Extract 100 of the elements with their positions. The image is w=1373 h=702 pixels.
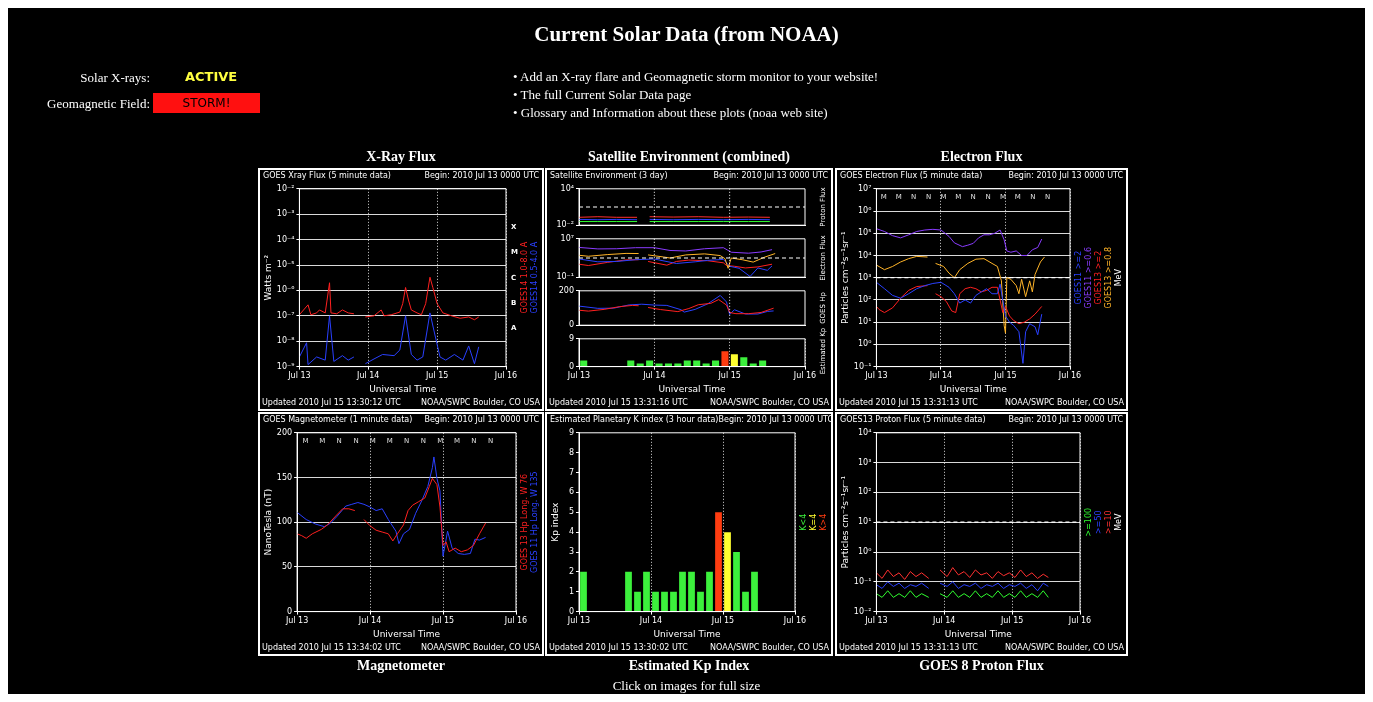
- x-tick-label: Jul 16: [493, 371, 518, 381]
- text: NOAA/SWPC Boulder, CO USA: [710, 642, 829, 654]
- x-axis-title: Universal Time: [658, 383, 726, 394]
- chart-title: Satellite Environment (3 day): [550, 170, 668, 182]
- x-tick-label: Jul 16: [792, 371, 817, 381]
- y-tick-label: 10⁴: [858, 427, 872, 437]
- y-tick-label: 10²: [858, 487, 872, 497]
- text: Begin: 2010 Jul 13 0000 UTC: [713, 170, 828, 182]
- x-tick-label: Jul 15: [710, 616, 735, 626]
- y-tick-label: 9: [568, 333, 574, 343]
- x-tick-label: Jul 15: [424, 371, 449, 381]
- text: NOAA/SWPC Boulder, CO USA: [421, 397, 540, 409]
- text: Magnetometer: [356, 658, 446, 674]
- text: GOES14 1.0-8.0 A: [520, 241, 530, 314]
- y-tick-label: 150: [276, 472, 293, 482]
- y-tick-label: 8: [568, 447, 574, 457]
- text: Updated 2010 Jul 15 13:30:02 UTC: [549, 642, 688, 654]
- y-tick-label: 1: [568, 586, 574, 596]
- text: STORM!: [153, 93, 260, 113]
- text: Updated 2010 Jul 15 13:34:02 UTC: [262, 642, 401, 654]
- text: Geomagnetic Field:: [46, 96, 150, 112]
- text: Updated 2010 Jul 15 13:31:13 UTC: [839, 642, 978, 654]
- text: Current Solar Data (from NOAA): [533, 22, 840, 47]
- x-tick-label: Jul 15: [993, 371, 1017, 381]
- text: >=100: [1084, 507, 1094, 537]
- text: Begin: 2010 Jul 13 0000 UTC: [1008, 170, 1123, 182]
- y-tick-label: 2: [568, 566, 574, 576]
- text: GOES13 >=2: [1094, 250, 1104, 305]
- x-tick-label: Jul 16: [503, 616, 528, 626]
- chart-title: GOES Electron Flux (5 minute data): [840, 170, 983, 182]
- text: Updated 2010 Jul 15 13:31:16 UTC: [549, 397, 688, 409]
- y-tick-label: 10⁷: [858, 183, 872, 193]
- y-tick-label: 10¹: [858, 317, 872, 327]
- x-tick-label: Jul 15: [717, 371, 741, 381]
- chart-subtitle: Satellite Environment (combined): [587, 149, 791, 165]
- legend-title: MeV: [1114, 513, 1124, 531]
- y-tick-label: 10⁰: [858, 547, 872, 557]
- y-axis-title: Particles cm⁻²s⁻¹sr⁻¹: [839, 475, 850, 569]
- y-tick-label: 10⁰: [858, 339, 872, 349]
- y-tick-label: 10⁷: [560, 233, 574, 243]
- chart-subtitle: X-Ray Flux: [365, 149, 437, 165]
- text: GOES13 >=0.8: [1104, 246, 1114, 309]
- x-tick-label: Jul 14: [642, 371, 666, 381]
- x-axis-title: Universal Time: [373, 628, 441, 639]
- text: K<4: [799, 513, 809, 531]
- x-tick-label: Jul 16: [1067, 616, 1092, 626]
- y-tick-label: 10⁻⁵: [276, 260, 295, 270]
- x-tick-label: Jul 16: [782, 616, 807, 626]
- text: Updated 2010 Jul 15 13:31:13 UTC: [839, 397, 978, 409]
- text: GOES11 >=0.6: [1084, 246, 1094, 309]
- text: GOES 13 Hp Long. W 76: [520, 473, 530, 571]
- y-tick-label: 10⁻¹: [853, 361, 872, 371]
- text: >=10: [1104, 510, 1114, 534]
- text: NOAA/SWPC Boulder, CO USA: [710, 397, 829, 409]
- text: • Glossary and Information about these plots (noaa web site): [513, 104, 829, 122]
- y-tick-label: 10⁻²: [853, 606, 872, 616]
- x-tick-label: Jul 14: [357, 616, 382, 626]
- y-tick-label: 10³: [858, 457, 872, 467]
- y-tick-label: 10⁻¹: [853, 576, 872, 586]
- text: GOES14 0.5-4.0 A: [530, 241, 540, 314]
- y-tick-label: 7: [568, 467, 574, 477]
- x-tick-label: Jul 13: [287, 371, 311, 381]
- text: • The full Current Solar Data page: [513, 86, 693, 104]
- y-tick-label: 0: [286, 606, 293, 616]
- y-tick-label: 10⁻⁸: [276, 336, 295, 346]
- y-tick-label: 10⁻⁶: [276, 285, 295, 295]
- y-axis-title: Watts m⁻²: [262, 254, 273, 301]
- text: NOAA/SWPC Boulder, CO USA: [421, 642, 540, 654]
- y-tick-label: 10⁴: [858, 250, 872, 260]
- text: NOAA/SWPC Boulder, CO USA: [1005, 397, 1124, 409]
- y-tick-label: 10⁻⁹: [276, 361, 295, 371]
- y-tick-label: 5: [568, 507, 574, 517]
- y-tick-label: 0: [568, 606, 574, 616]
- y-axis-title: Particles cm⁻²s⁻¹sr⁻¹: [839, 230, 850, 325]
- x-tick-label: Jul 14: [932, 616, 956, 626]
- chart-title: GOES Magnetometer (1 minute data): [263, 414, 413, 426]
- y-tick-label: 10³: [858, 272, 872, 282]
- text: K=4: [809, 513, 819, 531]
- chart-title: Estimated Planetary K index (3 hour data): [550, 414, 719, 426]
- x-tick-label: Jul 13: [566, 371, 591, 381]
- x-tick-label: Jul 14: [928, 371, 953, 381]
- y-axis-title: Kp index: [549, 501, 560, 542]
- x-axis-title: Universal Time: [369, 383, 437, 394]
- y-tick-label: 6: [568, 487, 574, 497]
- x-tick-label: Jul 13: [864, 616, 888, 626]
- y-tick-label: 0: [568, 320, 574, 330]
- y-tick-label: 10⁻⁴: [276, 234, 295, 244]
- chart-subtitle: Electron Flux: [939, 149, 1024, 165]
- y-tick-label: 200: [276, 427, 293, 437]
- text: GOES11 >=2: [1074, 250, 1084, 305]
- legend-title: MeV: [1114, 268, 1124, 287]
- y-tick-label: 4: [568, 527, 574, 537]
- y-tick-label: 200: [558, 285, 574, 295]
- y-tick-label: 0: [568, 361, 574, 371]
- text: Solar X-rays:: [79, 70, 150, 86]
- x-tick-label: Jul 13: [284, 616, 309, 626]
- text: NOAA/SWPC Boulder, CO USA: [1005, 642, 1124, 654]
- y-tick-label: 3: [568, 547, 574, 557]
- y-tick-label: 100: [276, 517, 293, 527]
- y-tick-label: 50: [281, 561, 293, 571]
